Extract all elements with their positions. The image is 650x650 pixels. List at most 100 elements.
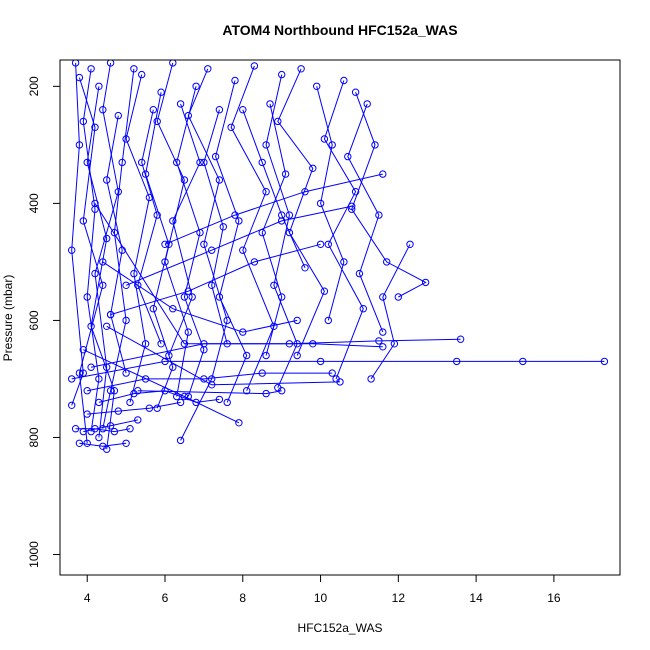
series-38 [258,100,290,360]
data-point [324,240,332,249]
x-axis: 4 6 8 10 12 14 16 [84,574,561,605]
data-point [87,65,95,73]
series-13 [262,70,301,392]
data-point [106,60,115,67]
data-point [270,281,278,289]
data-point [149,305,158,313]
data-point [262,389,270,398]
data-point [239,328,247,336]
data-point [130,389,138,398]
data-point [180,340,189,348]
data-point [258,369,266,377]
data-point [122,369,130,377]
data-point [87,363,95,371]
series-line [87,401,181,415]
data-point [99,442,107,450]
data-point [250,62,259,70]
series-line [277,68,325,356]
series-line [323,80,364,380]
data-point [278,211,286,219]
x-tick-label: 10 [314,591,328,605]
data-point [157,88,165,96]
data-point [278,70,286,79]
data-point [161,240,169,249]
data-point [235,217,243,225]
data-point [219,223,228,231]
series-41 [165,100,204,360]
data-point [285,340,294,348]
data-point [262,188,270,196]
data-point [180,176,189,184]
data-point [278,387,286,395]
data-point [355,269,364,278]
series-line [351,92,427,298]
data-point [379,328,387,336]
series-line [86,86,115,450]
data-point [316,357,325,366]
series-32 [83,398,185,418]
data-point [215,176,224,184]
data-point [456,335,465,343]
data-point [348,202,356,211]
data-point [309,164,317,173]
data-point [114,111,123,120]
y-axis: 200 400 600 800 1000 [27,76,61,568]
data-point [297,65,305,73]
series-line [265,74,298,388]
data-point [103,322,111,330]
series-31 [75,439,130,450]
series-8 [176,65,231,445]
y-tick-label: 1000 [27,541,41,568]
data-point [103,234,111,243]
series-line [83,419,138,433]
data-point [344,152,352,161]
data-point [211,152,220,161]
data-point [122,439,130,447]
data-point [200,158,208,167]
data-point [421,278,430,287]
data-point [375,211,383,219]
data-point [204,65,212,73]
data-point [130,269,138,278]
series-line [347,103,384,333]
series-29 [83,369,336,395]
data-point [383,258,391,266]
data-point [83,439,91,447]
data-point [106,387,115,395]
x-axis-label: HFC152a_WAS [298,621,383,635]
data-point [126,398,134,407]
data-point [336,378,344,386]
data-point [106,422,115,430]
series-16 [141,88,177,412]
data-point [91,199,99,208]
series-1 [79,65,103,436]
x-tick-label: 4 [84,591,91,605]
series-40 [103,111,130,377]
data-point [149,106,158,114]
data-point [110,427,119,436]
data-point [103,176,111,184]
series-39 [134,106,165,348]
series-line [168,103,201,356]
series-35 [239,106,309,272]
series-line [102,261,298,333]
series-0 [68,60,88,409]
series-37 [200,106,231,348]
data-point [223,398,231,407]
data-point [91,123,99,132]
data-point [87,322,95,330]
data-point [375,337,383,345]
data-point [281,170,290,178]
data-point [110,228,119,237]
data-point [169,363,177,371]
data-point [99,106,107,114]
series-28 [87,335,465,371]
data-point [379,293,387,301]
series-line [176,86,205,397]
series-line [137,109,162,344]
data-point [351,88,360,96]
data-point [153,117,161,126]
data-point [68,401,76,409]
series-line [125,205,352,286]
data-point [99,258,107,266]
